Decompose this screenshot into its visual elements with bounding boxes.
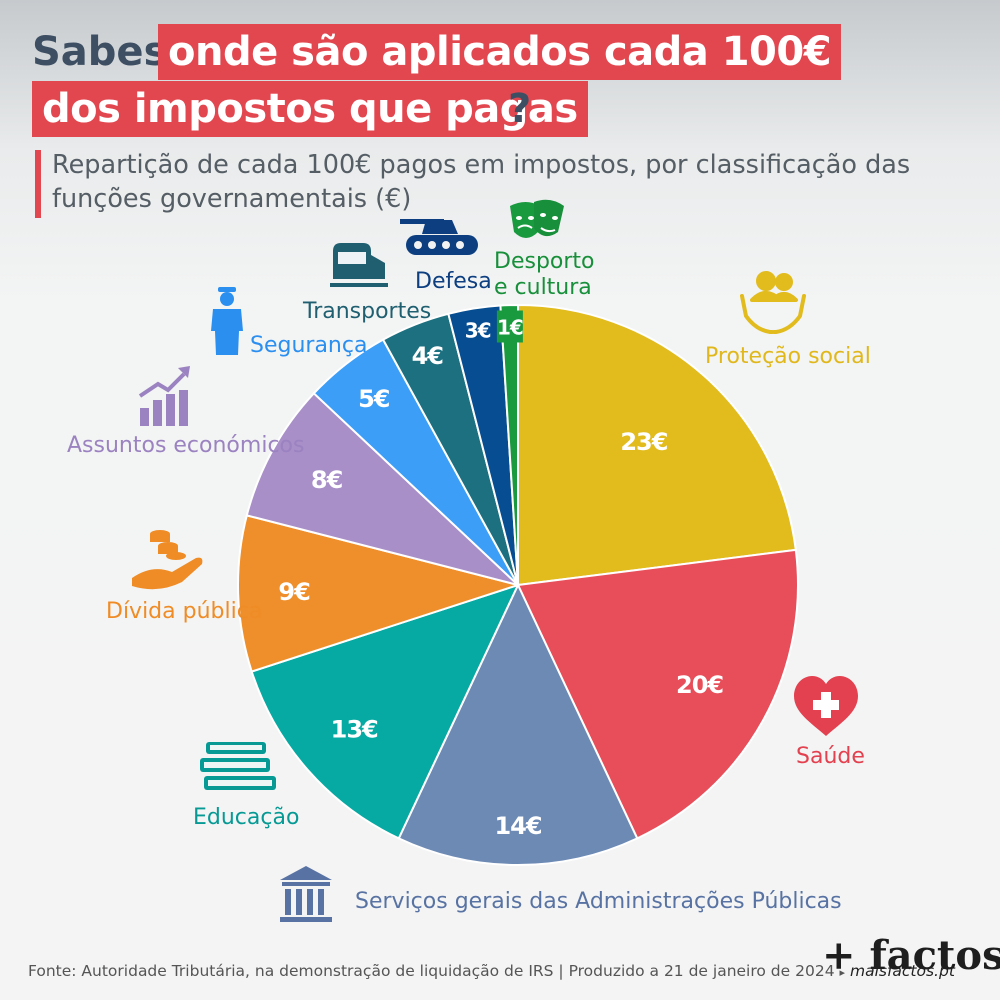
label-divida-publica: Dívida pública xyxy=(106,599,263,624)
value-label: 13€ xyxy=(331,715,378,743)
subtitle-accent-bar xyxy=(35,150,41,218)
tank-icon xyxy=(400,219,478,255)
title-question-mark: ? xyxy=(508,86,532,132)
theatre-masks-icon xyxy=(510,199,564,238)
label-defesa: Defesa xyxy=(415,269,492,294)
title-part-1: Sabes xyxy=(32,29,168,75)
pie-slice xyxy=(397,582,639,866)
cart-hands-people-icon xyxy=(740,271,806,334)
columns-building-icon xyxy=(280,866,332,922)
pie-slice xyxy=(517,303,797,587)
value-label: 4€ xyxy=(412,342,444,370)
train-icon xyxy=(330,243,388,287)
label-saude: Saúde xyxy=(796,744,865,769)
footer-arrow-icon: ▸ xyxy=(839,966,846,979)
pie-slice xyxy=(237,514,522,673)
value-label: 9€ xyxy=(278,578,310,606)
books-icon xyxy=(200,742,276,790)
coins-hand-icon xyxy=(132,530,203,590)
value-label: 5€ xyxy=(358,385,390,413)
heart-cross-icon xyxy=(794,676,858,736)
police-officer-icon xyxy=(211,287,243,355)
label-seguranca: Segurança xyxy=(250,333,368,358)
value-label: 1€ xyxy=(497,316,523,340)
value-label: 3€ xyxy=(465,319,491,343)
title-highlight-2: dos impostos que pagas xyxy=(32,81,588,137)
pie-value-labels: 23€ 20€ 14€ 13€ 9€ 8€ 5€ 4€ 3€ 1€ xyxy=(278,310,724,840)
value-label: 20€ xyxy=(676,671,723,699)
value-label: 14€ xyxy=(494,812,541,840)
label-protecao-social: Proteção social xyxy=(705,344,871,369)
subtitle: Repartição de cada 100€ pagos em imposto… xyxy=(52,150,911,214)
growth-chart-icon xyxy=(138,366,190,426)
pie-slice xyxy=(499,303,519,586)
value-label: 23€ xyxy=(620,428,667,456)
label-desporto-cultura: Desporto e cultura xyxy=(494,249,595,300)
pie-slice xyxy=(250,583,520,840)
label-assuntos-economicos: Assuntos económicos xyxy=(67,433,305,458)
title-highlight-1: onde são aplicados cada 100€ xyxy=(158,24,842,80)
footer-site: maisfactos.pt xyxy=(849,962,955,980)
brand-logo: + factos xyxy=(822,932,1000,979)
pie-slice xyxy=(516,548,799,840)
label-transportes: Transportes xyxy=(303,299,432,324)
pie-slices xyxy=(237,303,799,866)
value-label: 8€ xyxy=(311,466,343,494)
label-servicos-gerais: Serviços gerais das Administrações Públi… xyxy=(355,889,842,914)
footer-source-text: Fonte: Autoridade Tributária, na demonst… xyxy=(28,962,835,980)
pie-slice xyxy=(245,391,519,586)
label-educacao: Educação xyxy=(193,805,300,830)
value-label-background xyxy=(496,310,523,343)
footer-source: Fonte: Autoridade Tributária, na demonst… xyxy=(28,962,955,980)
